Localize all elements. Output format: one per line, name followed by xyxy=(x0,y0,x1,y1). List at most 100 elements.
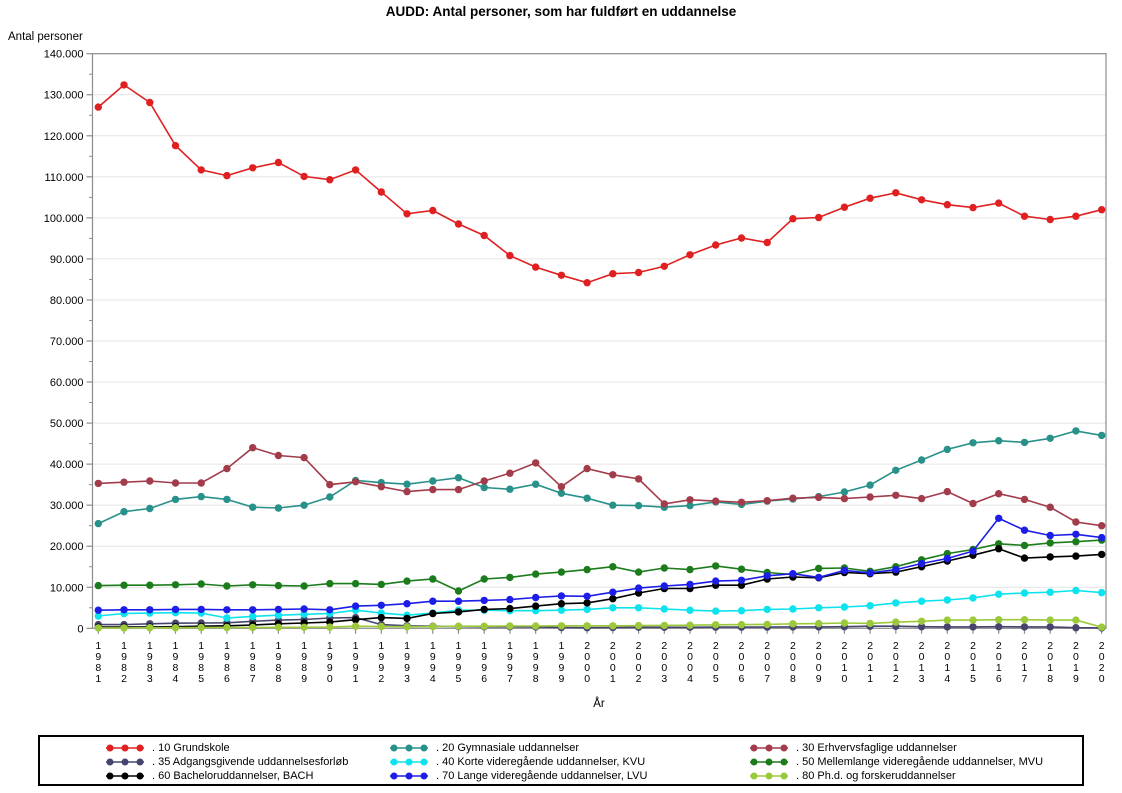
series-line-20-gymnasiale xyxy=(97,430,1102,525)
data-point xyxy=(429,622,437,631)
x-tick-label: 2 xyxy=(764,640,770,652)
series-80-phd xyxy=(94,616,1106,632)
x-tick-label: 1 xyxy=(430,640,436,652)
x-tick-label: 2 xyxy=(1099,662,1105,674)
data-point xyxy=(480,231,488,240)
series-line-60-bach xyxy=(98,547,1102,628)
legend-label-10-grundskole: . 10 Grundskole xyxy=(152,741,230,754)
x-tick-label: 9 xyxy=(481,651,487,663)
data-point xyxy=(943,487,951,496)
data-point xyxy=(712,241,720,249)
data-point xyxy=(789,215,797,223)
x-tick-label: 4 xyxy=(687,673,693,685)
y-tick-label: 0 xyxy=(77,623,83,635)
data-point xyxy=(737,234,746,242)
series-30-erhvervsfaglige xyxy=(94,444,1106,530)
data-point xyxy=(403,210,411,218)
data-point xyxy=(1020,616,1029,624)
series-50-mvu xyxy=(94,536,1106,595)
data-point xyxy=(1046,531,1054,540)
x-tick-label: 0 xyxy=(687,651,693,663)
data-point xyxy=(917,623,926,631)
data-point xyxy=(557,483,566,491)
data-point xyxy=(454,485,463,494)
data-point xyxy=(94,519,103,528)
data-point xyxy=(120,478,128,486)
y-tick-label: 140.000 xyxy=(44,49,84,61)
x-tick-label: 9 xyxy=(95,651,101,663)
x-tick-label: 5 xyxy=(713,673,719,685)
data-point xyxy=(815,213,823,222)
data-point xyxy=(609,604,617,612)
data-point xyxy=(171,624,180,632)
x-tick-label: 1 xyxy=(610,673,616,685)
data-point xyxy=(1072,586,1080,595)
data-point xyxy=(454,608,463,616)
x-tick-label: 2 xyxy=(841,640,847,652)
y-tick-label: 70.000 xyxy=(50,336,84,348)
x-tick-label: 8 xyxy=(1047,673,1053,685)
data-point xyxy=(815,619,823,628)
data-point xyxy=(480,483,488,492)
chart-title: AUDD: Antal personer, som har fuldført e… xyxy=(385,4,737,19)
data-point xyxy=(557,622,566,630)
data-point xyxy=(1020,623,1029,631)
data-point xyxy=(660,262,668,270)
data-point xyxy=(454,587,463,595)
x-tick-label: 0 xyxy=(893,651,899,663)
data-point xyxy=(1098,533,1106,542)
data-point xyxy=(686,501,694,510)
data-point xyxy=(532,263,540,271)
data-point xyxy=(686,565,694,574)
legend-item-80-phd: . 80 Ph.d. og forskeruddannelser xyxy=(748,768,956,783)
x-tick-label: 0 xyxy=(1099,673,1105,685)
x-tick-label: 0 xyxy=(841,673,847,685)
legend-marker-40-kvu xyxy=(390,758,428,765)
data-point xyxy=(377,613,385,622)
x-tick-label: 0 xyxy=(1099,651,1105,663)
x-tick-label: 1 xyxy=(970,662,976,674)
data-point xyxy=(351,478,360,486)
data-point xyxy=(223,614,231,622)
data-point xyxy=(274,451,283,460)
x-tick-label: 2 xyxy=(1047,640,1053,652)
data-point xyxy=(1046,623,1054,631)
legend-label-40-kvu: . 40 Korte videregående uddannelser, KVU xyxy=(436,755,646,768)
legend-label-80-phd: . 80 Ph.d. og forskeruddannelser xyxy=(796,769,956,782)
x-tick-label: 5 xyxy=(198,673,204,685)
data-point xyxy=(454,474,463,482)
data-point xyxy=(737,565,746,573)
x-tick-label: 8 xyxy=(173,662,179,674)
x-tick-label: 1 xyxy=(456,640,462,652)
data-point xyxy=(300,453,308,462)
data-point xyxy=(660,605,668,613)
x-tick-label: 9 xyxy=(327,662,333,674)
data-point xyxy=(300,501,308,509)
x-tick-label: 1 xyxy=(250,640,256,652)
x-tick-label: 9 xyxy=(353,651,359,663)
x-tick-label: 6 xyxy=(996,673,1002,685)
x-tick-label: 0 xyxy=(764,651,770,663)
x-tick-label: 1 xyxy=(147,640,153,652)
x-tick-label: 1 xyxy=(867,673,873,685)
data-point xyxy=(506,622,514,630)
data-point xyxy=(1020,589,1029,597)
data-point xyxy=(326,606,334,614)
x-tick-label: 9 xyxy=(456,651,462,663)
legend-item-50-mvu: . 50 Mellemlange videregående uddannelse… xyxy=(748,754,1043,769)
data-point xyxy=(120,606,128,614)
legend-marker-80-phd xyxy=(750,772,788,779)
data-point xyxy=(815,573,823,582)
data-point xyxy=(429,477,437,485)
y-tick-label: 20.000 xyxy=(50,541,84,553)
data-point xyxy=(995,199,1003,207)
x-tick-label: 1 xyxy=(1073,662,1079,674)
data-point xyxy=(506,573,514,582)
data-point xyxy=(866,481,874,489)
x-tick-label: 1 xyxy=(353,673,359,685)
data-point xyxy=(249,503,257,511)
data-point xyxy=(1072,212,1080,220)
data-point xyxy=(917,196,926,204)
x-tick-label: 9 xyxy=(430,662,436,674)
data-point xyxy=(300,605,308,613)
